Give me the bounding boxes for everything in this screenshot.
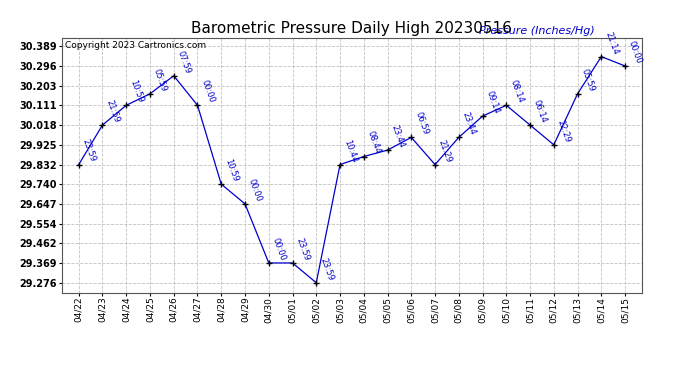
Text: 21:14: 21:14	[603, 30, 620, 56]
Text: 07:59: 07:59	[176, 49, 193, 75]
Text: 06:59: 06:59	[413, 111, 430, 136]
Text: 21:29: 21:29	[437, 138, 453, 164]
Text: 00:00: 00:00	[270, 237, 287, 262]
Text: 10:59: 10:59	[223, 158, 239, 183]
Text: 09:14: 09:14	[484, 90, 501, 115]
Text: 00:00: 00:00	[627, 39, 644, 65]
Text: 22:29: 22:29	[555, 118, 572, 144]
Text: 00:00: 00:00	[199, 79, 216, 104]
Text: Copyright 2023 Cartronics.com: Copyright 2023 Cartronics.com	[65, 41, 206, 50]
Text: Pressure (Inches/Hg): Pressure (Inches/Hg)	[480, 26, 595, 36]
Text: 10:44: 10:44	[342, 138, 359, 164]
Text: 05:59: 05:59	[580, 68, 596, 93]
Text: 21:59: 21:59	[104, 99, 121, 124]
Text: 23:44: 23:44	[461, 111, 477, 136]
Text: 23:59: 23:59	[295, 236, 311, 262]
Text: 23:59: 23:59	[318, 256, 335, 282]
Title: Barometric Pressure Daily High 20230516: Barometric Pressure Daily High 20230516	[191, 21, 513, 36]
Text: 06:14: 06:14	[532, 99, 549, 124]
Text: 23:44: 23:44	[389, 123, 406, 149]
Text: 08:14: 08:14	[509, 79, 525, 104]
Text: 00:00: 00:00	[247, 177, 264, 203]
Text: 10:59: 10:59	[128, 79, 145, 104]
Text: 05:59: 05:59	[152, 68, 168, 93]
Text: 23:59: 23:59	[81, 138, 97, 164]
Text: 08:44: 08:44	[366, 130, 382, 155]
